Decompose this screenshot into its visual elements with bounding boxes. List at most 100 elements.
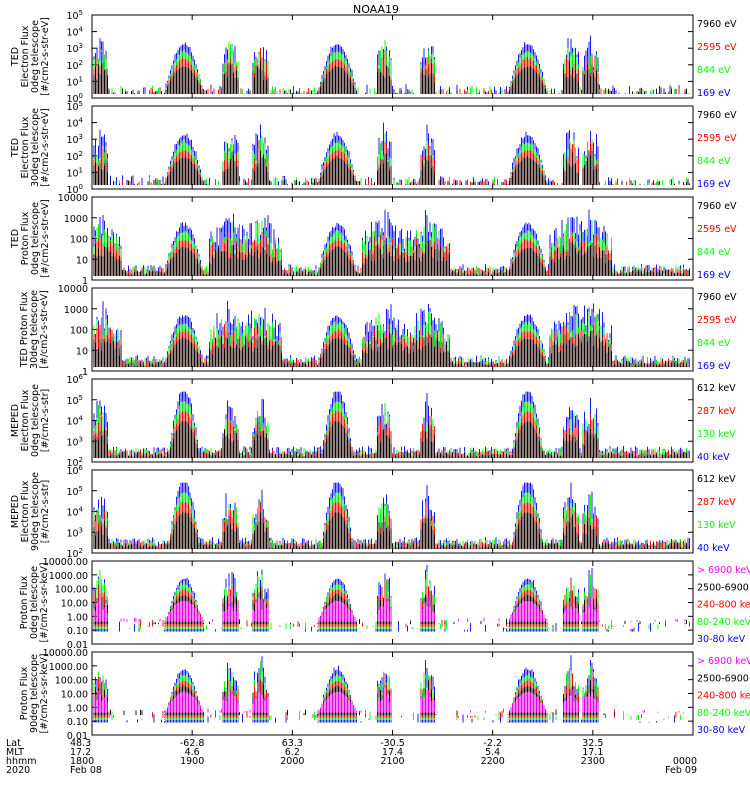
y-tick-label: 1.00 [67, 703, 88, 714]
x-tick-value: 2100 [380, 756, 404, 767]
legend-entry: 30-80 keV [697, 725, 746, 736]
y-tick-label: 103 [66, 435, 83, 448]
x-tick-value: 4.6 [185, 747, 200, 758]
series-trace [93, 311, 690, 367]
y-tick-exponent: 5 [79, 485, 83, 493]
y-tick-label: 0.10 [67, 717, 88, 728]
legend-entry: 7960 eV [697, 201, 737, 212]
legend-entry: 240-800 ke [697, 600, 750, 611]
y-axis-label-line: [#/cm2-s-str] [40, 389, 51, 452]
x-tick-value: 2200 [481, 756, 505, 767]
y-axis-label-line: [#/cm2-s-str] [40, 480, 51, 543]
y-tick-exponent: 3 [79, 42, 83, 50]
legend-entry: 169 eV [697, 270, 731, 281]
series-trace [93, 595, 686, 622]
legend-entry: 80-240 keV [697, 708, 750, 719]
series-trace [93, 140, 656, 185]
y-tick-label: 101 [66, 75, 83, 88]
series-trace [93, 231, 690, 276]
y-tick-exponent: 5 [79, 9, 83, 17]
y-tick-label: 0.10 [67, 626, 88, 637]
series-trace [93, 672, 677, 718]
series-trace [93, 133, 687, 185]
y-tick-exponent: 4 [79, 26, 84, 34]
y-axis-label-line: TED Proton Flux [19, 291, 30, 368]
y-tick-label: 100.00 [55, 585, 88, 596]
legend-entry: 40 keV [697, 452, 730, 463]
y-tick-label: 1 [82, 367, 88, 378]
series-trace [93, 40, 690, 94]
series-trace [93, 330, 690, 367]
y-axis-label-line: [#/cm2-s-str-eV] [40, 17, 51, 96]
y-tick-exponent: 0 [79, 92, 83, 100]
y-tick-label: 10000.00 [43, 648, 88, 659]
y-tick-exponent: 2 [79, 547, 83, 555]
y-tick-label: 1 [82, 276, 88, 287]
y-axis-label-line: Electron Flux [20, 25, 31, 87]
y-axis-label-line: Electron Flux [20, 116, 31, 178]
y-axis-label-line: Proton Flux [19, 666, 30, 720]
legend-entry: 844 eV [697, 247, 731, 258]
legend-entry: 130 keV [697, 520, 736, 531]
y-axis-label-line: [#/cm2-s-sr-keV] [39, 562, 50, 642]
x-row-label: MLT [6, 747, 24, 758]
y-tick-label: 105 [66, 9, 83, 22]
y-axis-label-line: TED [10, 138, 21, 158]
panel-4: 1 10 100 1000 10000 TED Proton Flux 30deg tele… [19, 284, 737, 378]
x-tick-value: -2.2 [483, 738, 502, 749]
legend-entry: 844 eV [697, 338, 731, 349]
y-tick-label: 0.01 [67, 640, 88, 651]
legend-entry: 2595 eV [697, 224, 737, 235]
y-tick-label: 100 [70, 326, 88, 337]
y-tick-label: 101 [66, 166, 83, 179]
series-trace [93, 239, 690, 276]
x-tick-value: -62.8 [180, 738, 205, 749]
y-tick-label: 1000.00 [49, 571, 88, 582]
y-tick-exponent: 4 [79, 117, 84, 125]
x-tick-value: 63.3 [282, 738, 303, 749]
series-trace [93, 482, 690, 549]
legend-entry: > 6900 keV [697, 656, 750, 667]
x-row-label: hhmm [6, 756, 37, 767]
series-trace [93, 300, 690, 367]
x-row-label: 2020 [6, 765, 30, 776]
y-axis-label-line: 30deg telescope [30, 108, 41, 187]
y-axis-label-line: TED [10, 47, 21, 67]
y-axis-label-line: 30deg telescope [29, 290, 40, 369]
y-axis-label-line: 0deg telescope [30, 384, 41, 457]
y-axis-label-line: Proton Flux [19, 575, 30, 629]
y-tick-label: 105 [66, 394, 83, 407]
x-tick-value: 2000 [280, 756, 304, 767]
series-trace [93, 421, 690, 458]
y-tick-label: 10 [76, 255, 88, 266]
x-tick-value: 5.4 [485, 747, 500, 758]
legend-entry: 80-240 keV [697, 617, 750, 628]
legend-entry: 612 keV [697, 474, 736, 485]
y-tick-label: 1000 [64, 305, 88, 316]
series-trace [93, 219, 690, 276]
y-tick-label: 104 [66, 506, 83, 519]
y-tick-label: 102 [66, 150, 83, 163]
y-tick-label: 105 [66, 100, 83, 113]
chart-title: NOAA19 [353, 3, 399, 16]
y-axis-label-line: 0deg telescope [29, 566, 40, 639]
x-tick-value: 32.5 [582, 738, 603, 749]
y-tick-label: 104 [66, 415, 83, 428]
y-axis-label-line: Electron Flux [20, 389, 31, 451]
y-tick-label: 104 [66, 26, 83, 39]
y-axis-label-line: TED [10, 229, 21, 249]
legend-entry: 2500-6900 [697, 582, 749, 593]
x-tick-value: 48.3 [70, 738, 91, 749]
y-tick-exponent: 6 [79, 464, 84, 472]
y-axis-label-line: MEPED [10, 404, 21, 437]
x-row-label: Lat [6, 738, 21, 749]
y-tick-label: 10000 [58, 193, 88, 204]
y-tick-label: 104 [66, 117, 83, 130]
y-tick-label: 103 [66, 133, 83, 146]
x-tick-value: 17.2 [70, 747, 91, 758]
